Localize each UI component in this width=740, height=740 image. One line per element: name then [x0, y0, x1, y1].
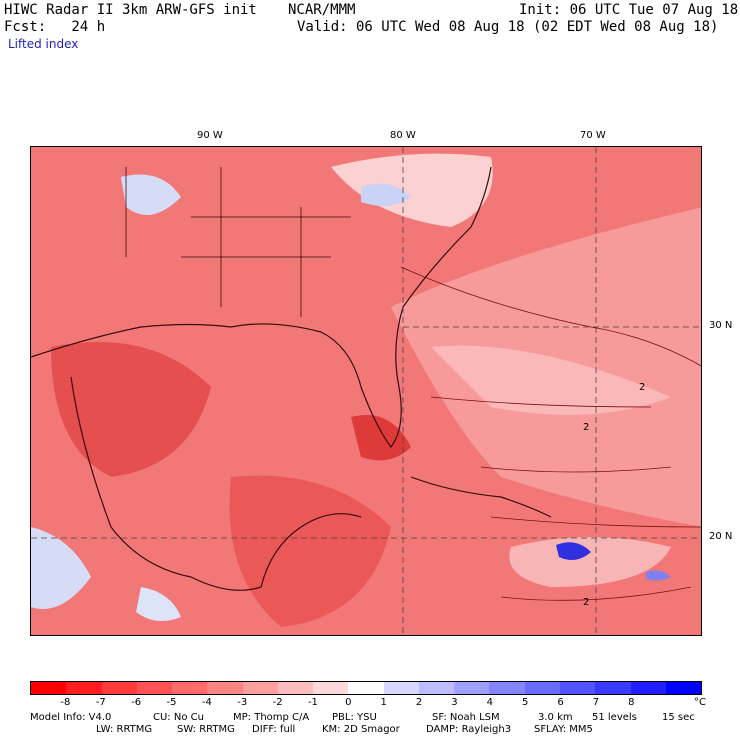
init-time: Init: 06 UTC Tue 07 Aug 18 — [519, 2, 739, 18]
colorbar-swatch — [665, 682, 702, 694]
colorbar-swatch — [313, 682, 349, 694]
colorbar-tick-label: -8 — [60, 697, 71, 708]
forecast-hour: Fcst: 24 h — [4, 19, 106, 35]
colorbar-swatch — [66, 682, 102, 694]
lon-label-80w: 80 W — [390, 130, 416, 141]
colorbar-swatch — [242, 682, 278, 694]
colorbar-swatch — [489, 682, 525, 694]
contour-label: 2 — [583, 422, 589, 433]
lat-label-20n: 20 N — [709, 531, 733, 542]
footer-damp: DAMP: Rayleigh3 — [426, 724, 512, 735]
footer-sf: SF: Noah LSM — [432, 712, 500, 723]
colorbar-swatch — [277, 682, 314, 694]
center-label: NCAR/MMM — [288, 2, 356, 18]
lon-label-70w: 70 W — [580, 130, 606, 141]
footer-res: 3.0 km — [538, 712, 573, 723]
colorbar-tick-label: -1 — [307, 697, 318, 708]
valid-time: Valid: 06 UTC Wed 08 Aug 18 (02 EDT Wed … — [297, 19, 719, 35]
colorbar-tick-label: -6 — [131, 697, 142, 708]
footer-mp: MP: Thomp C/A — [233, 712, 310, 723]
colorbar-tick-label: 5 — [521, 697, 529, 708]
colorbar-tick-label: 8 — [628, 697, 635, 708]
colorbar-swatch — [630, 682, 666, 694]
footer-model-info: Model Info: V4.0 — [30, 712, 112, 723]
colorbar-swatch — [418, 682, 455, 694]
lat-label-30n: 30 N — [709, 320, 733, 331]
colorbar-unit: °C — [694, 697, 706, 708]
colorbar-tick-label: 4 — [486, 697, 493, 708]
colorbar-swatch — [172, 682, 208, 694]
colorbar-swatch — [524, 682, 560, 694]
field-name: Lifted index — [8, 37, 79, 51]
footer-km: KM: 2D Smagor — [322, 724, 400, 735]
colorbar-swatch — [559, 682, 596, 694]
footer-levels: 51 levels — [592, 712, 637, 723]
colorbar-tick-label: 3 — [451, 697, 458, 708]
colorbar-tick-label: -2 — [272, 697, 283, 708]
colorbar-swatch — [31, 682, 67, 694]
footer-dt: 15 sec — [662, 712, 695, 723]
colorbar-swatch — [454, 682, 490, 694]
colorbar-swatch — [348, 682, 384, 694]
contour-label: 2 — [639, 382, 645, 393]
footer-sw: SW: RRTMG — [177, 724, 235, 735]
colorbar-swatch — [383, 682, 419, 694]
colorbar-tick-label: 6 — [557, 697, 564, 708]
colorbar-swatch — [101, 682, 137, 694]
footer-cu: CU: No Cu — [153, 712, 204, 723]
colorbar-tick-label: -7 — [95, 697, 106, 708]
colorbar-tick-label: 7 — [592, 697, 600, 708]
footer-sflay: SFLAY: MM5 — [534, 724, 593, 735]
colorbar-swatch — [595, 682, 631, 694]
colorbar-swatch — [136, 682, 173, 694]
lifted-index-map: 2 2 2 2 — [30, 146, 702, 636]
colorbar-tick-label: 1 — [380, 697, 387, 708]
map-canvas: 2 2 2 2 — [31, 147, 701, 635]
colorbar-tick-label: -4 — [201, 697, 212, 708]
footer-pbl: PBL: YSU — [332, 712, 377, 723]
lon-label-90w: 90 W — [197, 130, 223, 141]
colorbar-tick-label: -3 — [237, 697, 248, 708]
colorbar-tick-label: 2 — [415, 697, 423, 708]
footer-diff: DIFF: full — [252, 724, 296, 735]
colorbar — [30, 681, 702, 695]
colorbar-tick-label: 0 — [345, 697, 352, 708]
colorbar-swatch — [207, 682, 243, 694]
model-title: HIWC Radar II 3km ARW-GFS init — [4, 2, 257, 18]
contour-label: 2 — [583, 597, 589, 608]
colorbar-tick-label: -5 — [166, 697, 177, 708]
footer-lw: LW: RRTMG — [96, 724, 153, 735]
